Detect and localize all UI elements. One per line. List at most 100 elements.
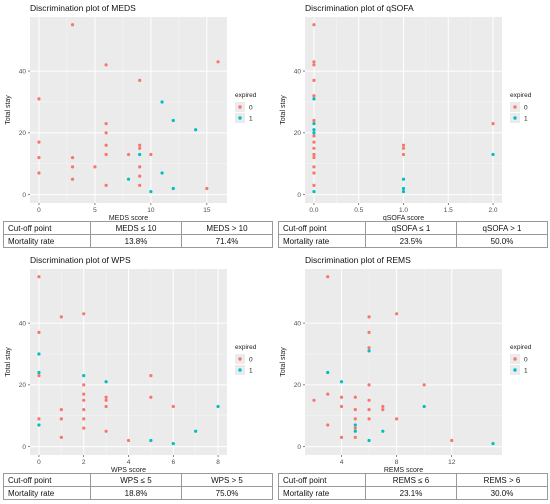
- data-point-expired-0: [205, 186, 209, 191]
- legend-key-1: [238, 116, 242, 120]
- y-tick-label: 40: [19, 320, 27, 327]
- y-tick-label: 0: [297, 444, 301, 451]
- data-point-expired-0: [138, 174, 142, 178]
- data-point-expired-1: [312, 131, 316, 135]
- legend-title: expired: [510, 92, 532, 99]
- table-cell: 50.0%: [456, 234, 548, 248]
- data-point-expired-0: [126, 438, 131, 443]
- data-point-expired-1: [312, 128, 316, 132]
- data-point-expired-0: [59, 407, 63, 412]
- data-point-expired-0: [312, 152, 316, 157]
- data-point-expired-0: [326, 392, 330, 396]
- data-point-expired-1: [312, 189, 316, 194]
- data-point-expired-0: [312, 165, 316, 169]
- data-point-expired-0: [138, 143, 142, 147]
- data-point-expired-0: [82, 312, 86, 316]
- data-point-expired-0: [82, 426, 86, 430]
- y-tick-label: 40: [19, 68, 27, 75]
- data-point-expired-0: [312, 134, 316, 138]
- legend-label: 1: [524, 367, 528, 374]
- legend-key-0: [238, 105, 242, 109]
- y-tick-label: 20: [19, 130, 27, 137]
- table-row: Mortality rate 23.5% 50.0%: [278, 234, 548, 248]
- table-row: Cut-off point REMS ≤ 6 REMS > 6: [278, 473, 548, 487]
- x-tick-label: 2: [82, 459, 86, 466]
- legend-label: 1: [249, 115, 253, 122]
- data-point-expired-1: [491, 441, 495, 446]
- x-tick-label: 0.0: [309, 207, 318, 214]
- data-point-expired-0: [138, 165, 142, 169]
- data-point-expired-1: [138, 152, 142, 157]
- data-point-expired-0: [104, 152, 108, 157]
- table-cell: Mortality rate: [3, 234, 91, 248]
- data-point-expired-0: [401, 143, 406, 147]
- x-tick-label: 0.5: [354, 207, 363, 214]
- data-point-expired-0: [422, 383, 426, 387]
- y-axis-title: Total stay: [280, 347, 287, 377]
- data-point-expired-0: [82, 398, 86, 402]
- table-cell: 75.0%: [181, 486, 273, 500]
- data-point-expired-0: [353, 417, 357, 421]
- scatter-plot-rems: 4 8 12 0 20 40 REMS score Total stay expired 0 1: [280, 269, 532, 474]
- table-cell: 23.5%: [365, 234, 457, 248]
- legend-key-0: [238, 357, 242, 361]
- y-tick-label: 0: [22, 192, 26, 199]
- y-tick-label: 0: [22, 444, 26, 451]
- data-point-expired-0: [353, 435, 357, 439]
- table-row: Mortality rate 23.1% 30.0%: [278, 486, 548, 500]
- data-point-expired-0: [491, 121, 495, 126]
- legend-title: expired: [235, 92, 257, 99]
- data-point-expired-1: [160, 171, 164, 175]
- data-point-expired-1: [491, 152, 495, 157]
- data-point-expired-0: [312, 118, 316, 123]
- data-point-expired-0: [37, 275, 41, 279]
- data-point-expired-0: [37, 417, 41, 421]
- data-point-expired-0: [367, 346, 371, 350]
- data-point-expired-0: [367, 417, 371, 421]
- data-point-expired-0: [312, 140, 316, 144]
- table-cell: 30.0%: [456, 486, 548, 500]
- x-tick-label: 15: [203, 207, 211, 214]
- data-point-expired-0: [367, 407, 371, 412]
- data-point-expired-0: [37, 330, 41, 334]
- data-point-expired-0: [70, 177, 75, 181]
- table-cell: Mortality rate: [278, 234, 366, 248]
- data-point-expired-1: [37, 370, 41, 375]
- data-point-expired-0: [37, 140, 41, 144]
- data-point-expired-0: [353, 407, 357, 412]
- table-cell: Mortality rate: [3, 486, 91, 500]
- panel-title: Discrimination plot of MEDS: [30, 3, 136, 13]
- data-point-expired-0: [149, 373, 153, 378]
- legend-key-0: [513, 105, 517, 109]
- y-axis-title: Total stay: [280, 95, 287, 125]
- scatter-plot-qsofa: 0.0 0.5 1.0 1.5 2.0 0 20 40 qSOFA score Total sta…: [280, 17, 532, 222]
- data-point-expired-0: [138, 146, 142, 150]
- y-axis-title: Total stay: [5, 347, 12, 377]
- data-point-expired-0: [339, 404, 344, 409]
- data-point-expired-0: [138, 78, 142, 82]
- data-point-expired-0: [339, 395, 344, 399]
- legend-title: expired: [235, 344, 257, 351]
- data-point-expired-1: [149, 438, 153, 443]
- legend-label: 1: [524, 115, 528, 122]
- data-point-expired-0: [312, 398, 316, 402]
- table-cell: qSOFA > 1: [456, 221, 548, 235]
- x-tick-label: 6: [171, 459, 175, 466]
- table-cell: MEDS ≤ 10: [90, 221, 182, 235]
- legend-key-1: [513, 116, 517, 120]
- plot-background: [305, 269, 502, 455]
- table-cell: 23.1%: [365, 486, 457, 500]
- table-cell: REMS > 6: [456, 473, 548, 487]
- panel-qsofa: Discrimination plot of qSOFA 0.0 0.5 1.0 1.…: [275, 0, 550, 252]
- table-cell: 71.4%: [181, 234, 273, 248]
- table-row: Cut-off point qSOFA ≤ 1 qSOFA > 1: [278, 221, 548, 235]
- data-point-expired-1: [171, 118, 175, 123]
- data-point-expired-1: [37, 423, 41, 427]
- data-point-expired-0: [312, 183, 316, 187]
- data-point-expired-0: [59, 435, 63, 439]
- data-point-expired-0: [401, 152, 406, 157]
- data-point-expired-1: [104, 380, 108, 384]
- table-cell: 18.8%: [90, 486, 182, 500]
- mortality-table: Cut-off point MEDS ≤ 10 MEDS > 10 Mortal…: [3, 221, 273, 248]
- data-point-expired-1: [160, 100, 164, 104]
